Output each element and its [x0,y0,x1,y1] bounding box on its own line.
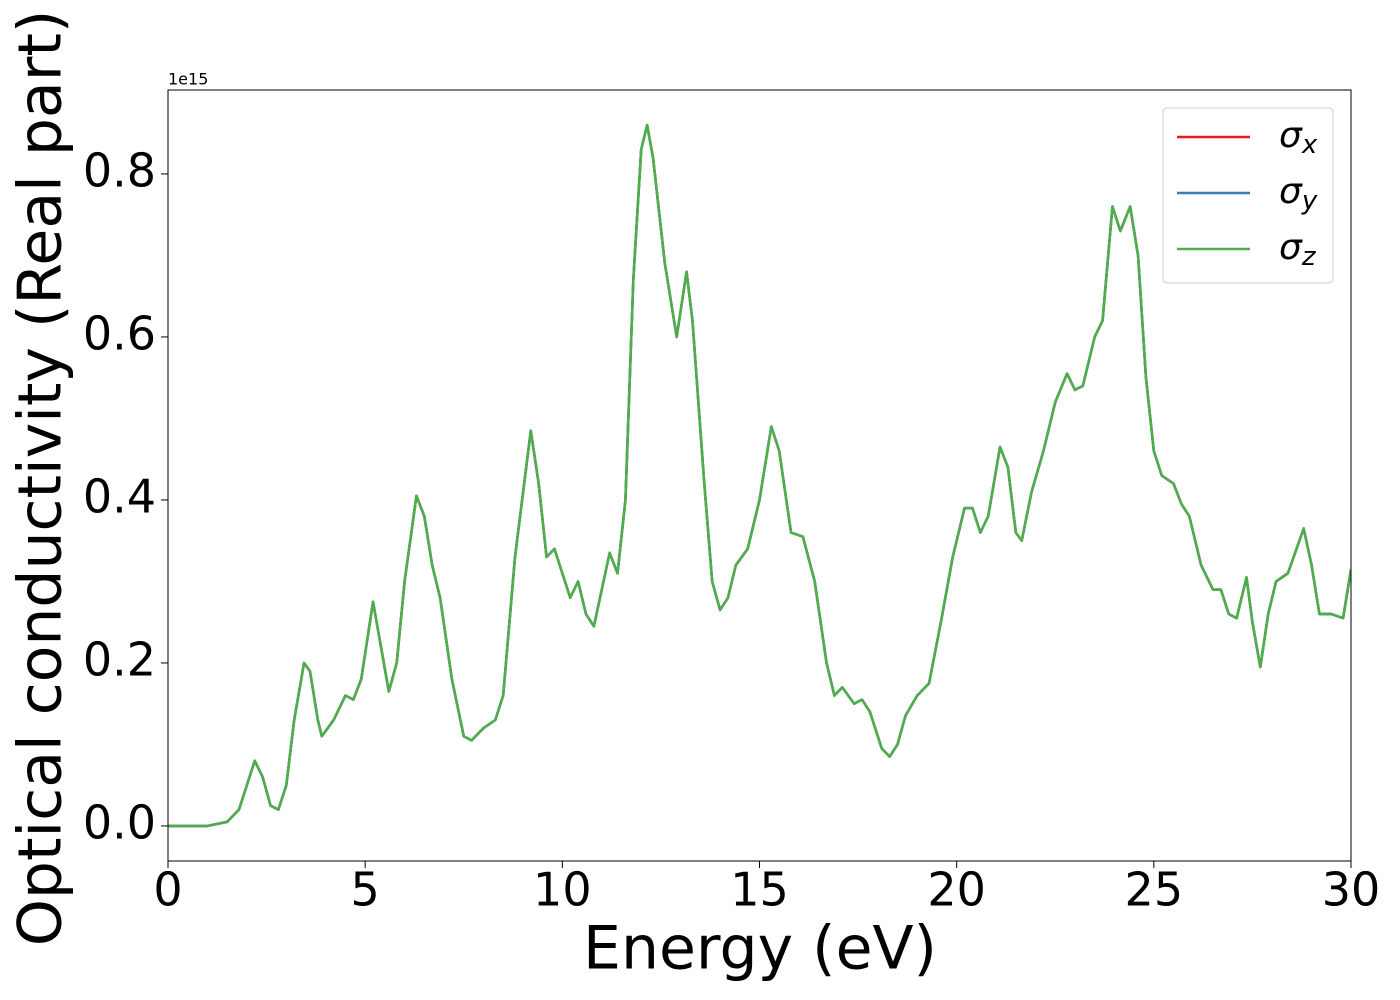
y-tick-label: 0.0 [83,795,156,849]
x-tick-label: 0 [153,863,182,917]
x-tick-label: 25 [1125,863,1184,917]
legend-box [1162,107,1334,284]
x-tick-label: 5 [351,863,380,917]
y-axis-label: Optical conductivity (Real part) [6,10,76,947]
x-tick-label: 10 [533,863,592,917]
x-axis-label: Energy (eV) [583,914,937,984]
y-offset-label: 1e15 [168,70,208,89]
x-tick-label: 20 [927,863,986,917]
x-tick-label: 30 [1322,863,1381,917]
x-tick-label: 15 [730,863,789,917]
y-tick-label: 0.2 [83,632,156,686]
series-line [168,123,1351,828]
y-tick-label: 0.8 [83,143,156,197]
y-tick-label: 0.6 [83,306,156,360]
plot-frame [167,89,1352,862]
y-tick-label: 0.4 [83,469,156,523]
